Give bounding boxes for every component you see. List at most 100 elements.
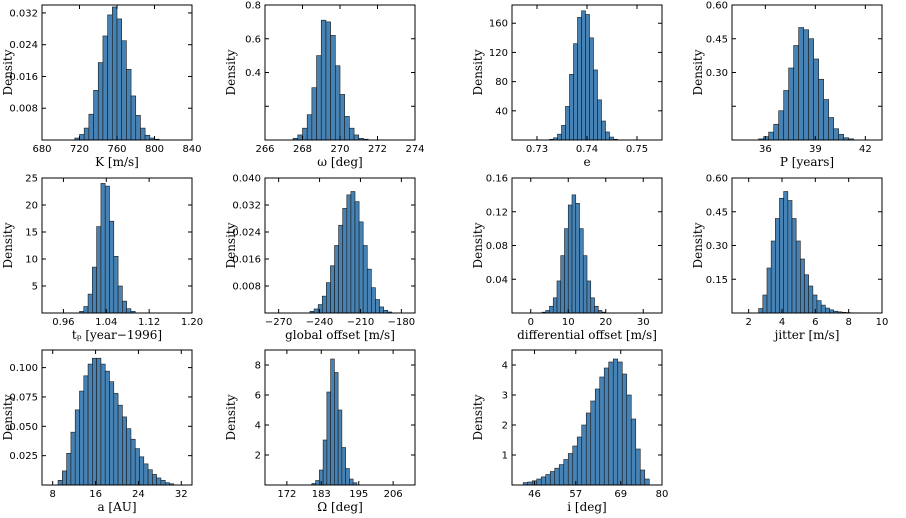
x-tick-label: 274 [405,144,424,155]
histogram-bar [594,388,601,486]
x-tick-label: 32 [175,489,188,500]
x-tick-label: 206 [384,489,403,500]
histogram-bar [83,306,89,314]
histogram-bar [778,110,784,141]
x-tick-label: 195 [349,489,368,500]
panel-global-offset: −270 −240 −210 −180 0.008 0.016 0.024 0.032 0.04… [224,174,416,342]
histogram-bar [320,19,327,141]
y-tick-label: 0.016 [9,72,38,83]
histogram-bar [322,439,328,486]
histogram-bar [545,474,551,486]
y-tick-label: 80 [495,77,508,88]
histogram-bar [143,463,149,486]
histogram-bar [83,375,89,486]
histogram-bar [808,285,814,314]
histogram-bar [573,43,578,141]
histogram-bar [571,194,577,314]
y-tick-label: 0.30 [706,68,728,79]
histogram-bar [608,361,614,486]
histogram-bar [126,308,132,314]
histogram-bar [599,376,605,486]
histogram-bar [635,448,641,486]
x-tick-label: 720 [70,144,89,155]
histogram-bar [337,409,343,486]
y-tick-label: 0.16 [486,174,508,185]
y-tick-label: 1 [502,451,508,462]
x-tick-label: 680 [32,144,51,155]
histogram-bar [147,469,153,486]
histogram-bar [345,468,350,486]
histogram-bar [92,266,97,314]
x-tick-label: 1.20 [181,317,203,328]
histogram-bar [366,268,372,314]
histogram-bar [644,478,650,486]
x-tick-label: 20 [599,317,612,328]
panel-omega: 266 268 270 272 274 0.4 0.6 0.8 ω [deg] Density [224,1,425,170]
histogram-bar [783,191,789,314]
x-tick-label: 268 [293,144,312,155]
histogram-bar [315,480,320,486]
histogram-bar [375,299,380,314]
x-tick-label: 46 [528,489,541,500]
histogram-bar [62,470,67,486]
histogram-bar [122,416,127,486]
histogram-bar [787,200,793,314]
histogram-bar [83,127,90,141]
histogram-bar [556,280,562,314]
histogram-bar [346,194,352,314]
y-tick-label: 0.4 [245,68,261,79]
histogram-bar [572,445,578,486]
histogram-bar [617,361,623,486]
histogram-bar [93,90,99,141]
histogram-bar [586,280,592,314]
x-tick-label: 6 [812,317,818,328]
x-tick-label: 2 [745,317,751,328]
histogram-bar [321,295,327,314]
y-tick-label: 0.008 [9,104,38,115]
histogram-bar [160,480,166,486]
histogram-bar [144,134,151,141]
x-tick-label: 36 [759,144,772,155]
histogram-bar [325,21,331,141]
histogram-bar [585,14,590,141]
x-tick-label: 42 [859,144,872,155]
y-tick-label: 15 [25,228,38,239]
histogram-bar [135,115,141,141]
x-tick-label: −270 [265,317,292,328]
y-tick-label: 5 [32,282,38,293]
histogram-bar [838,134,844,141]
histogram-bar [554,467,560,486]
histogram-bar [581,10,586,141]
histogram-bar [87,293,93,314]
histogram-bar [557,133,562,141]
histogram-bar [828,117,834,141]
x-tick-label: 183 [312,489,331,500]
histogram-bar [833,128,839,141]
histogram-bar [795,240,801,314]
x-tick-label: 172 [277,489,296,500]
histogram-bar [379,306,384,314]
histogram-bar [612,358,619,486]
x-tick-label: 69 [614,489,627,500]
histogram-bar [330,358,335,486]
histogram-bar [109,220,115,314]
histogram-bar [130,95,137,141]
y-tick-label: 0.008 [232,282,261,293]
histogram-bar [104,370,110,486]
x-tick-label: 16 [89,489,102,500]
histogram-bar [569,74,574,141]
histogram-bar [820,304,826,314]
histogram-bar [626,394,632,486]
histogram-bar [621,373,628,486]
histogram-bar [775,218,780,314]
histogram-bar [601,120,606,141]
x-tick-label: 24 [132,489,145,500]
histogram-bar [564,228,569,314]
histogram-bar [788,67,794,141]
x-tick-label: 10 [876,317,889,328]
histogram-bar [354,201,360,314]
y-tick-label: 20 [25,201,38,212]
y-tick-label: 0.050 [9,422,38,433]
histogram-bar [74,409,80,486]
